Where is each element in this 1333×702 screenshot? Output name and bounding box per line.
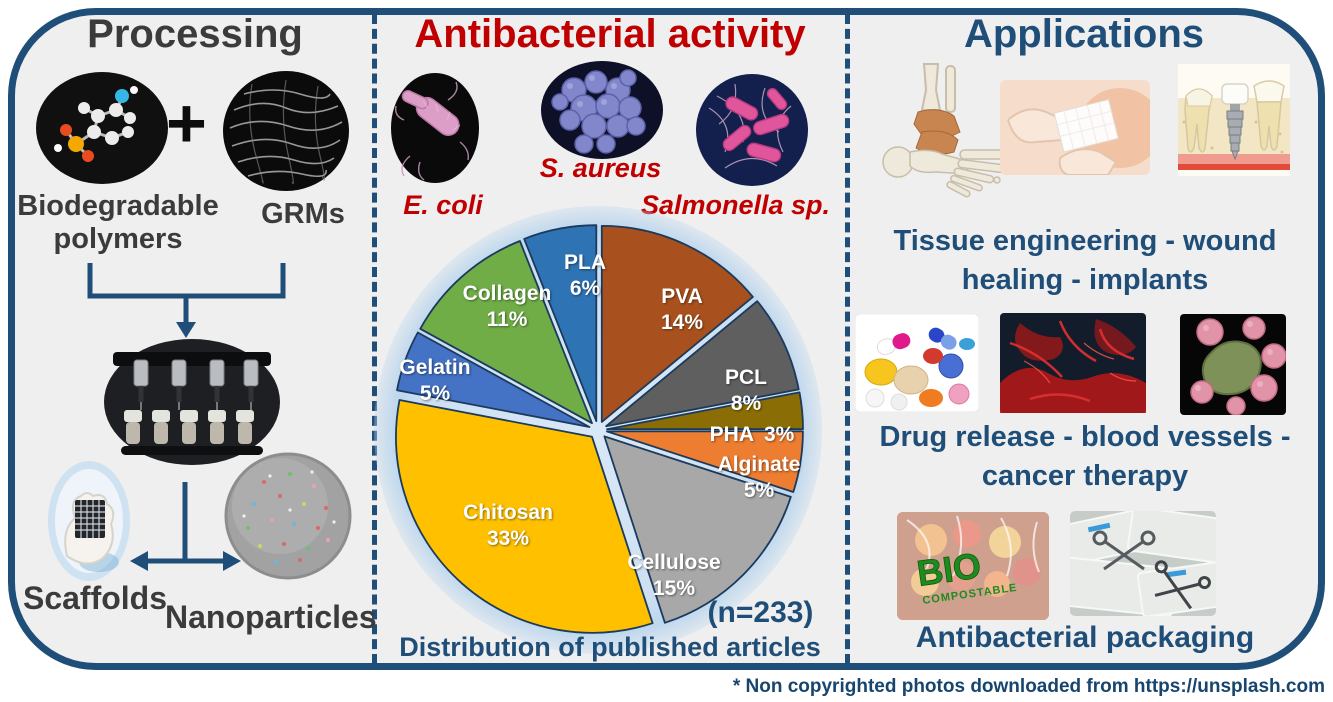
ecoli-photo: [391, 73, 479, 183]
graphene-grm-photo: [223, 71, 349, 191]
salmonella-label: Salmonella sp.: [640, 190, 831, 220]
blood-vessels-photo: [1000, 313, 1146, 413]
pie-slice-label: Chitosan 33%: [463, 500, 553, 550]
processing-title: Processing: [87, 12, 303, 56]
pie-slice-label: Alginate 5%: [717, 452, 801, 502]
saureus-photo: [541, 61, 663, 159]
cancer-cells-photo: [1180, 314, 1286, 415]
wound-dressing-photo: [1000, 80, 1150, 175]
saureus-label: S. aureus: [539, 153, 662, 183]
grms-label: GRMs: [261, 198, 345, 230]
pie-slice: [605, 300, 800, 428]
dental-implant-photo: [1178, 64, 1290, 176]
applications-title: Applications: [963, 12, 1205, 56]
biodegradable-polymers-label: Biodegradable polymers: [17, 190, 219, 256]
biobag-bio-text: BIO: [914, 544, 983, 594]
scaffolds-label: Scaffolds: [22, 580, 168, 616]
pills-photo: [855, 314, 979, 412]
tissue-engineering-caption: Tissue engineering - wound healing - imp…: [893, 225, 1277, 297]
pie-slice-label: PCL 8%: [725, 365, 767, 415]
sterile-instruments-photo: [1070, 511, 1216, 616]
panel-separator-dashed: [372, 14, 377, 664]
pie-slice: [606, 391, 804, 431]
pie-slice-label: PLA 6%: [564, 250, 606, 300]
sample-size-label: (n=233): [707, 596, 814, 629]
scaffold-photo: [48, 461, 130, 581]
nanoparticles-photo: [224, 452, 352, 580]
ecoli-label: E. coli: [403, 190, 483, 220]
pie-slice-label: PHA 3%: [709, 422, 795, 446]
pie-chart: PVA 14% PCL 8% PHA 3% Alginate 5% Cellulose 1…: [374, 206, 822, 654]
pie-slice-label: Collagen 11%: [462, 281, 552, 331]
pie-slice: [603, 435, 792, 624]
panel-separator-dashed: [845, 14, 850, 664]
foot-skeleton-photo: [882, 63, 1017, 198]
pie-slice-label: Gelatin 5%: [399, 355, 471, 405]
pie-chart-svg: [395, 224, 804, 634]
pie-slice-label: Cellulose 15%: [627, 550, 721, 600]
plus-icon: +: [166, 84, 207, 162]
pie-slice: [606, 430, 804, 493]
pie-slice: [419, 240, 593, 425]
antibacterial-title: Antibacterial activity: [414, 12, 806, 56]
photo-credit-footnote: * Non copyrighted photos downloaded from…: [732, 676, 1325, 697]
bio-compostable-bag-photo: BIO COMPOSTABLE: [897, 512, 1049, 620]
drug-release-caption: Drug release - blood vessels - cancer th…: [879, 421, 1291, 493]
pie-slice: [396, 331, 591, 428]
pie-slice: [523, 224, 598, 423]
antibacterial-packaging-caption: Antibacterial packaging: [915, 621, 1255, 654]
salmonella-photo: [696, 74, 808, 186]
bioprinter-photo: [104, 339, 280, 465]
nanoparticles-label: Nanoparticles: [165, 599, 377, 635]
polymer-molecule-photo: [36, 72, 168, 184]
pie-caption: Distribution of published articles: [399, 632, 821, 662]
process-flow-arrows-icon: [87, 263, 286, 571]
pie-slice-label: PVA 14%: [660, 284, 704, 334]
pie-slice: [600, 224, 754, 423]
pie-slice: [395, 399, 654, 634]
